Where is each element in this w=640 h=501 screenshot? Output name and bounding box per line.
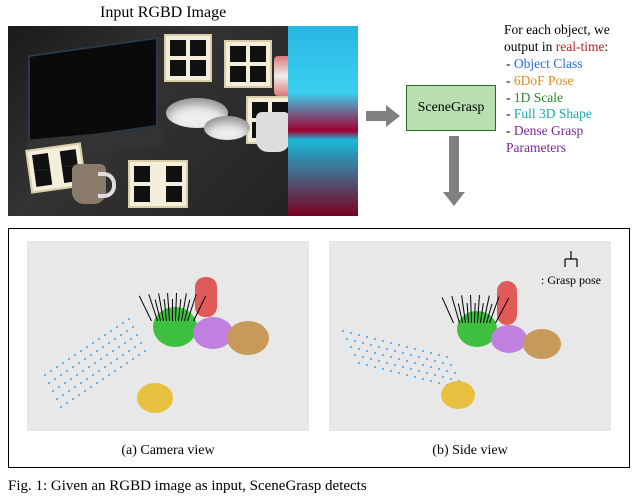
object-bowl-brown xyxy=(227,321,269,355)
input-label: Input RGBD Image xyxy=(100,4,226,22)
grasp-poses-side xyxy=(447,277,507,327)
grasp-key-label: : Grasp pose xyxy=(541,273,601,287)
object-mug-yellow-side xyxy=(441,381,475,409)
scenegrasp-label: SceneGrasp xyxy=(418,100,485,116)
output-item: 1D Scale xyxy=(514,90,563,105)
object-bowl-purple-side xyxy=(491,325,527,353)
laptop xyxy=(28,37,158,145)
output-list: Object Class 6DoF Pose 1D Scale Full 3D … xyxy=(506,56,640,157)
render-side-view: : Grasp pose xyxy=(329,241,611,431)
object-bowl-brown-side xyxy=(523,329,561,359)
arrow-down-icon xyxy=(443,136,465,206)
output-description: For each object, we output in real-time:… xyxy=(504,22,640,157)
render-camera-view xyxy=(27,241,309,431)
mug-white xyxy=(256,112,290,152)
rgbd-image xyxy=(8,26,358,216)
output-realtime: real-time xyxy=(556,39,605,54)
object-mug-yellow xyxy=(137,383,173,413)
aruco-marker xyxy=(224,40,272,88)
grasp-pose-key: : Grasp pose xyxy=(541,249,601,288)
output-tail: : xyxy=(605,39,609,54)
rgb-image xyxy=(8,26,308,216)
scenegrasp-box: SceneGrasp xyxy=(406,85,496,131)
grasp-poses xyxy=(145,275,205,325)
grasp-pose-icon xyxy=(558,249,584,271)
bowl-small xyxy=(204,116,250,140)
render-label-side: (b) Side view xyxy=(329,443,611,459)
render-label-camera: (a) Camera view xyxy=(27,443,309,459)
output-item: Full 3D Shape xyxy=(514,106,592,121)
output-item: Object Class xyxy=(514,56,583,71)
figure-caption: Fig. 1: Given an RGBD image as input, Sc… xyxy=(8,478,630,495)
results-panel: : Grasp pose (a) Camera view (b) Side vi… xyxy=(8,228,630,468)
aruco-marker xyxy=(164,34,212,82)
aruco-marker xyxy=(128,160,188,208)
output-item: Dense Grasp Parameters xyxy=(506,123,583,155)
arrow-right-icon xyxy=(366,105,400,127)
depth-image xyxy=(288,26,358,216)
mug-brown xyxy=(72,164,106,204)
output-item: 6DoF Pose xyxy=(514,73,574,88)
